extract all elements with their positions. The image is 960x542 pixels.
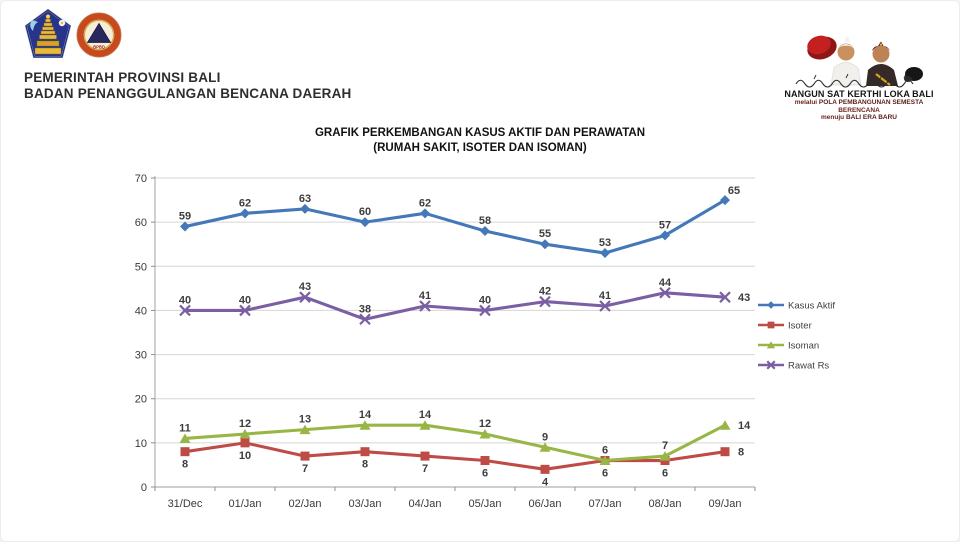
data-label: 7	[422, 463, 428, 475]
data-label: 42	[539, 286, 551, 298]
campaign-graphic	[795, 35, 923, 88]
chart-legend: Kasus Aktif Isoter Isoman Rawat Rs	[758, 301, 835, 372]
data-label: 63	[299, 193, 311, 205]
chart-subtitle: (RUMAH SAKIT, ISOTER DAN ISOMAN)	[373, 142, 587, 154]
series-rawat-rs	[179, 286, 731, 326]
bali-emblem-icon	[24, 8, 72, 58]
data-label: 7	[662, 440, 668, 452]
x-tick-label: 08/Jan	[648, 498, 681, 510]
bpbd-logo-icon: BPBD	[76, 12, 122, 58]
chart-title-block: GRAFIK PERKEMBANGAN KASUS AKTIF DAN PERA…	[0, 126, 960, 156]
data-label: 53	[599, 237, 611, 249]
legend-label: Isoter	[788, 321, 812, 332]
data-label: 40	[479, 294, 491, 306]
series-kasus-aktif	[180, 195, 730, 259]
data-label: 41	[419, 290, 431, 302]
data-label: 14	[359, 409, 372, 421]
data-label: 14	[419, 409, 432, 421]
data-label: 38	[359, 303, 371, 315]
legend-label: Kasus Aktif	[788, 301, 835, 312]
data-label: 43	[738, 292, 750, 304]
campaign-line2: melalui POLA PEMBANGUNAN SEMESTA	[794, 99, 924, 106]
legend-label: Rawat Rs	[788, 361, 829, 372]
svg-text:BPBD: BPBD	[93, 45, 105, 50]
data-label: 6	[482, 468, 488, 480]
org-name-line2: BADAN PENANGGULANGAN BENCANA DAERAH	[24, 86, 352, 101]
data-label: 62	[419, 197, 431, 209]
legend-item-isoter: Isoter	[758, 321, 812, 332]
campaign-title: NANGUN SAT KERTHI LOKA BALI	[784, 89, 934, 99]
x-tick-label: 05/Jan	[468, 498, 501, 510]
data-label: 6	[602, 468, 608, 480]
x-tick-label: 03/Jan	[348, 498, 381, 510]
x-tick-label: 09/Jan	[708, 498, 741, 510]
data-label: 58	[479, 215, 491, 227]
y-tick-label: 60	[135, 217, 147, 229]
logo-row: BPBD	[24, 8, 352, 62]
x-tick-label: 02/Jan	[288, 498, 321, 510]
org-name-line1: PEMERINTAH PROVINSI BALI	[24, 70, 221, 85]
y-tick-label: 70	[135, 173, 147, 185]
line-chart: 0 10 20 30 40 50 60 70 31/Dec 01/Jan 02/Jan 03/Jan 0…	[135, 173, 836, 510]
data-label: 10	[239, 450, 251, 462]
legend-item-isoman: Isoman	[758, 341, 819, 352]
axes	[151, 176, 756, 491]
legend-item-kasus-aktif: Kasus Aktif	[758, 301, 835, 312]
data-label: 14	[738, 420, 751, 432]
y-tick-label: 40	[135, 305, 147, 317]
campaign-block: NANGUN SAT KERTHI LOKA BALI melalui POLA…	[764, 16, 954, 122]
y-tick-label: 10	[135, 438, 147, 450]
y-tick-label: 50	[135, 261, 147, 273]
data-label: 12	[239, 418, 251, 430]
data-label: 59	[179, 211, 191, 223]
campaign-line3: BERENCANA	[838, 106, 880, 114]
data-label: 62	[239, 197, 251, 209]
balinese-script	[795, 79, 914, 88]
legend-item-rawat-rs: Rawat Rs	[758, 360, 829, 372]
data-label: 8	[738, 447, 744, 459]
data-label: 40	[179, 294, 191, 306]
x-tick-label: 07/Jan	[588, 498, 621, 510]
government-header: BPBD PEMERINTAH PROVINSI BALI BADAN PENA…	[24, 8, 352, 102]
data-label: 40	[239, 294, 251, 306]
x-tick-label: 06/Jan	[528, 498, 561, 510]
data-label: 43	[299, 281, 311, 293]
y-tick-label: 30	[135, 350, 147, 362]
figure-left-body	[830, 62, 862, 86]
data-label: 41	[599, 290, 611, 302]
data-label: 11	[179, 422, 191, 434]
data-label: 60	[359, 206, 371, 218]
gridlines	[155, 177, 755, 444]
x-axis-labels: 31/Dec 01/Jan 02/Jan 03/Jan 04/Jan 05/Jan 06/J…	[168, 498, 742, 510]
data-label: 12	[479, 418, 491, 430]
data-label: 6	[662, 468, 668, 480]
x-tick-label: 04/Jan	[408, 498, 441, 510]
data-label: 8	[182, 459, 188, 471]
x-tick-label: 31/Dec	[168, 498, 203, 510]
data-label: 55	[539, 228, 551, 240]
data-label: 44	[659, 277, 672, 289]
data-label: 9	[542, 431, 548, 443]
campaign-line4: menuju BALI ERA BARU	[821, 114, 897, 121]
legend-label: Isoman	[788, 341, 819, 352]
x-tick-label: 01/Jan	[228, 498, 261, 510]
y-tick-label: 20	[135, 394, 147, 406]
series-isoman	[179, 420, 731, 466]
y-tick-label: 0	[141, 482, 147, 494]
data-label: 6	[602, 445, 608, 457]
data-label: 65	[728, 185, 740, 197]
data-label: 13	[299, 414, 311, 426]
y-axis-labels: 0 10 20 30 40 50 60 70	[135, 173, 147, 494]
data-label: 4	[542, 476, 549, 488]
data-labels: 59 62 63 60 62 58 55 53 57 65 8 10 7 8 7 6 4 6 6 8 11 12 13 14 1…	[179, 185, 751, 488]
data-label: 7	[302, 463, 308, 475]
chart-title: GRAFIK PERKEMBANGAN KASUS AKTIF DAN PERA…	[314, 127, 646, 139]
data-label: 8	[362, 459, 368, 471]
data-label: 57	[659, 219, 671, 231]
